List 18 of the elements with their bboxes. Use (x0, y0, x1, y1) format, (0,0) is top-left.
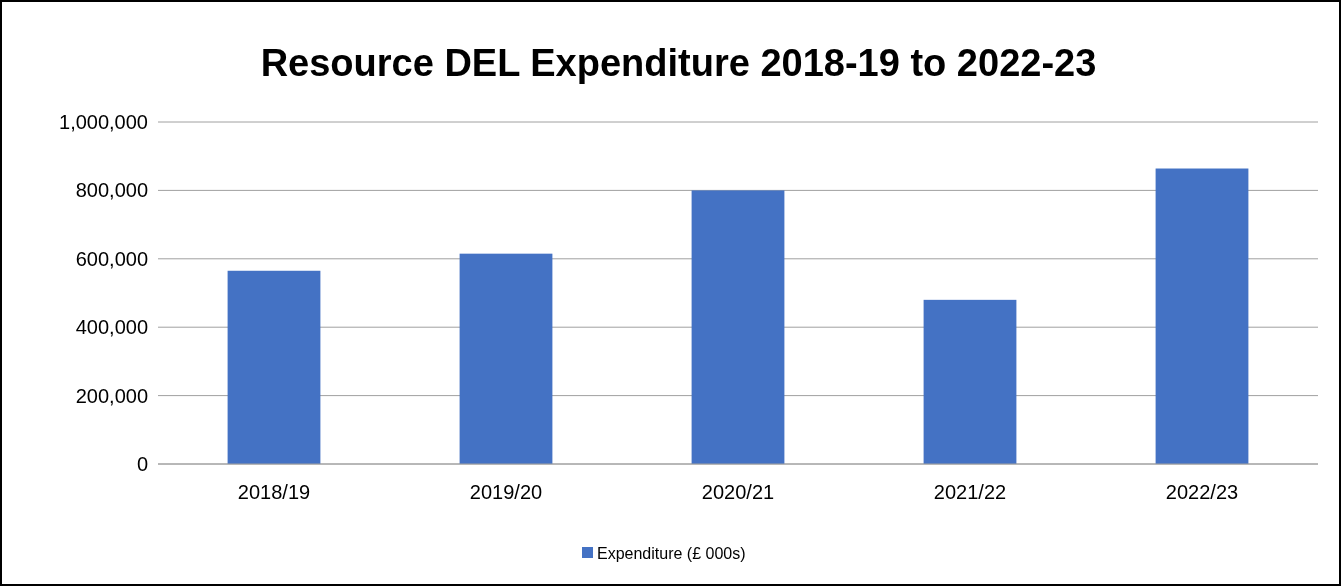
y-tick-label: 800,000 (75, 179, 148, 202)
x-tick-label: 2022/23 (1165, 481, 1239, 503)
bar (1155, 168, 1249, 464)
bar (923, 299, 1017, 464)
x-tick-label: 2021/22 (933, 481, 1007, 503)
y-tick-label: 200,000 (75, 384, 148, 407)
y-tick-label: 1,000,000 (59, 111, 148, 133)
legend-label: Expenditure (£ 000s) (597, 544, 746, 562)
bar (459, 253, 553, 464)
x-tick-label: 2018/19 (237, 481, 311, 503)
x-tick-label: 2020/21 (701, 481, 775, 503)
y-tick-label: 400,000 (75, 316, 148, 339)
x-tick-label: 2019/20 (469, 481, 543, 503)
chart-title: Resource DEL Expenditure 2018-19 to 2022-23 (260, 42, 1097, 84)
bar (691, 190, 785, 464)
y-tick-label: 600,000 (75, 247, 148, 270)
y-tick-label: 0 (136, 453, 148, 475)
bar (227, 270, 321, 464)
